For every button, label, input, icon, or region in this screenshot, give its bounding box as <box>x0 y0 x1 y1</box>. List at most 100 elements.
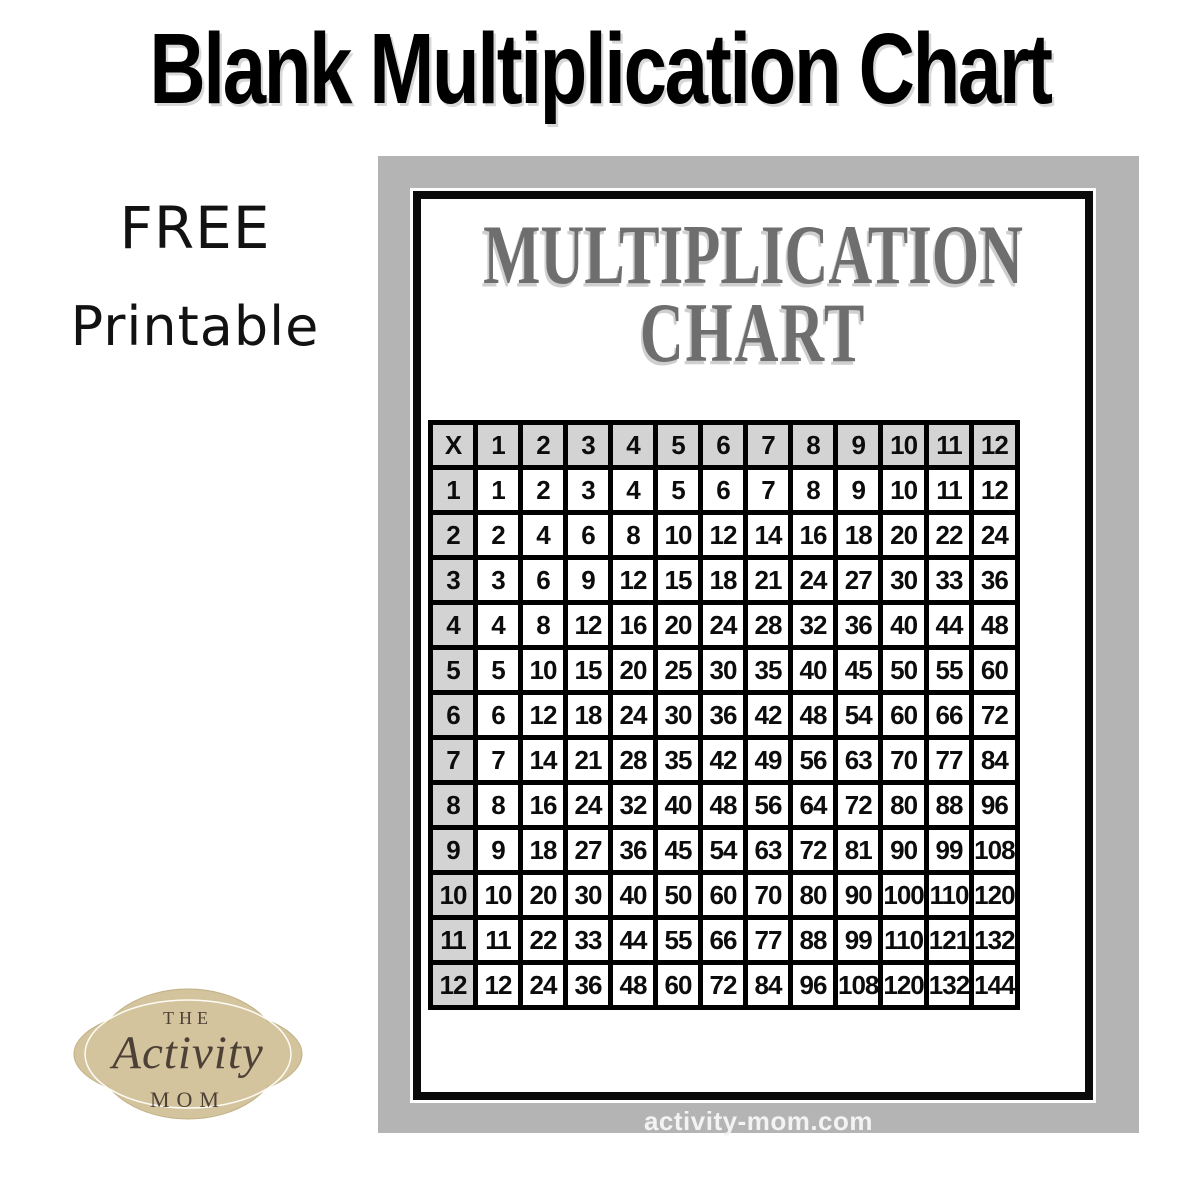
logo-badge-shape <box>73 988 303 1120</box>
product-cell: 50 <box>653 870 703 920</box>
table-row: 12 12 24 36 48 60 72 84 96 108 120 132 144 <box>428 960 1020 1010</box>
product-cell: 12 <box>518 690 568 740</box>
row-header-cell: 1 <box>428 465 478 515</box>
row-header-cell: 4 <box>428 600 478 650</box>
col-header-cell: 9 <box>832 420 884 470</box>
product-cell: 11 <box>473 915 523 965</box>
product-cell: 84 <box>743 960 793 1010</box>
product-cell: 25 <box>653 645 703 695</box>
product-cell: 40 <box>878 600 929 650</box>
col-header-cell: 8 <box>788 420 838 470</box>
table-row: 11 11 22 33 44 55 66 77 88 99 110 121 132 <box>428 915 1020 965</box>
product-cell: 30 <box>698 645 748 695</box>
product-cell: 96 <box>788 960 838 1010</box>
product-cell: 15 <box>563 645 613 695</box>
product-cell: 56 <box>788 735 838 785</box>
row-header-cell: 3 <box>428 555 478 605</box>
product-cell: 40 <box>653 780 703 830</box>
product-cell: 6 <box>518 555 568 605</box>
row-header-cell: 9 <box>428 825 478 875</box>
product-cell: 90 <box>878 825 929 875</box>
product-cell: 48 <box>608 960 658 1010</box>
product-cell: 45 <box>832 645 884 695</box>
product-cell: 30 <box>563 870 613 920</box>
product-cell: 99 <box>923 825 975 875</box>
row-header-cell: 10 <box>428 870 478 920</box>
row-header-cell: 2 <box>428 510 478 560</box>
product-cell: 32 <box>788 600 838 650</box>
product-cell: 49 <box>743 735 793 785</box>
free-printable-note: FREE Printable <box>40 178 350 374</box>
product-cell: 72 <box>788 825 838 875</box>
product-cell: 30 <box>878 555 929 605</box>
table-header-row: X 1 2 3 4 5 6 7 8 9 10 11 12 <box>428 420 1020 470</box>
row-header-cell: 7 <box>428 735 478 785</box>
col-header-cell: 4 <box>608 420 658 470</box>
product-cell: 32 <box>608 780 658 830</box>
product-cell: 60 <box>653 960 703 1010</box>
product-cell: 40 <box>608 870 658 920</box>
product-cell: 27 <box>832 555 884 605</box>
product-cell: 66 <box>698 915 748 965</box>
product-cell: 48 <box>969 600 1020 650</box>
product-cell: 6 <box>698 465 748 515</box>
col-header-cell: 1 <box>473 420 523 470</box>
table-row: 1 1 2 3 4 5 6 7 8 9 10 11 12 <box>428 465 1020 515</box>
col-header-cell: 10 <box>878 420 929 470</box>
product-cell: 55 <box>653 915 703 965</box>
row-header-cell: 12 <box>428 960 478 1010</box>
product-cell: 72 <box>698 960 748 1010</box>
product-cell: 2 <box>473 510 523 560</box>
product-cell: 35 <box>653 735 703 785</box>
product-cell: 12 <box>608 555 658 605</box>
product-cell: 84 <box>969 735 1020 785</box>
product-cell: 80 <box>878 780 929 830</box>
product-cell: 35 <box>743 645 793 695</box>
product-cell: 100 <box>878 870 929 920</box>
product-cell: 12 <box>473 960 523 1010</box>
product-cell: 9 <box>832 465 884 515</box>
product-cell: 24 <box>698 600 748 650</box>
product-cell: 33 <box>923 555 975 605</box>
table-row: 8 8 16 24 32 40 48 56 64 72 80 88 96 <box>428 780 1020 830</box>
product-cell: 11 <box>923 465 975 515</box>
product-cell: 45 <box>653 825 703 875</box>
product-cell: 27 <box>563 825 613 875</box>
product-cell: 20 <box>653 600 703 650</box>
product-cell: 16 <box>518 780 568 830</box>
free-note-line2: Printable <box>70 294 320 358</box>
product-cell: 121 <box>923 915 975 965</box>
sheet-title-line1: MULTIPLICATION <box>483 208 1023 303</box>
product-cell: 80 <box>788 870 838 920</box>
table-row: 3 3 6 9 12 15 18 21 24 27 30 33 36 <box>428 555 1020 605</box>
product-cell: 72 <box>969 690 1020 740</box>
product-cell: 28 <box>608 735 658 785</box>
col-header-cell: 6 <box>698 420 748 470</box>
product-cell: 12 <box>563 600 613 650</box>
product-cell: 24 <box>563 780 613 830</box>
product-cell: 77 <box>923 735 975 785</box>
product-cell: 8 <box>608 510 658 560</box>
product-cell: 12 <box>969 465 1020 515</box>
product-cell: 60 <box>878 690 929 740</box>
product-cell: 70 <box>743 870 793 920</box>
product-cell: 60 <box>969 645 1020 695</box>
product-cell: 90 <box>832 870 884 920</box>
logo-text: The Activity Mom <box>72 986 304 1122</box>
page-title: Blank Multiplication Chart <box>149 13 1053 125</box>
product-cell: 81 <box>832 825 884 875</box>
row-header-cell: 6 <box>428 690 478 740</box>
col-header-cell: 5 <box>653 420 703 470</box>
product-cell: 7 <box>473 735 523 785</box>
product-cell: 132 <box>969 915 1020 965</box>
product-cell: 15 <box>653 555 703 605</box>
product-cell: 30 <box>653 690 703 740</box>
col-header-cell: 7 <box>743 420 793 470</box>
product-cell: 10 <box>653 510 703 560</box>
product-cell: 24 <box>518 960 568 1010</box>
product-cell: 28 <box>743 600 793 650</box>
product-cell: 14 <box>518 735 568 785</box>
product-cell: 63 <box>743 825 793 875</box>
product-cell: 36 <box>563 960 613 1010</box>
product-cell: 56 <box>743 780 793 830</box>
